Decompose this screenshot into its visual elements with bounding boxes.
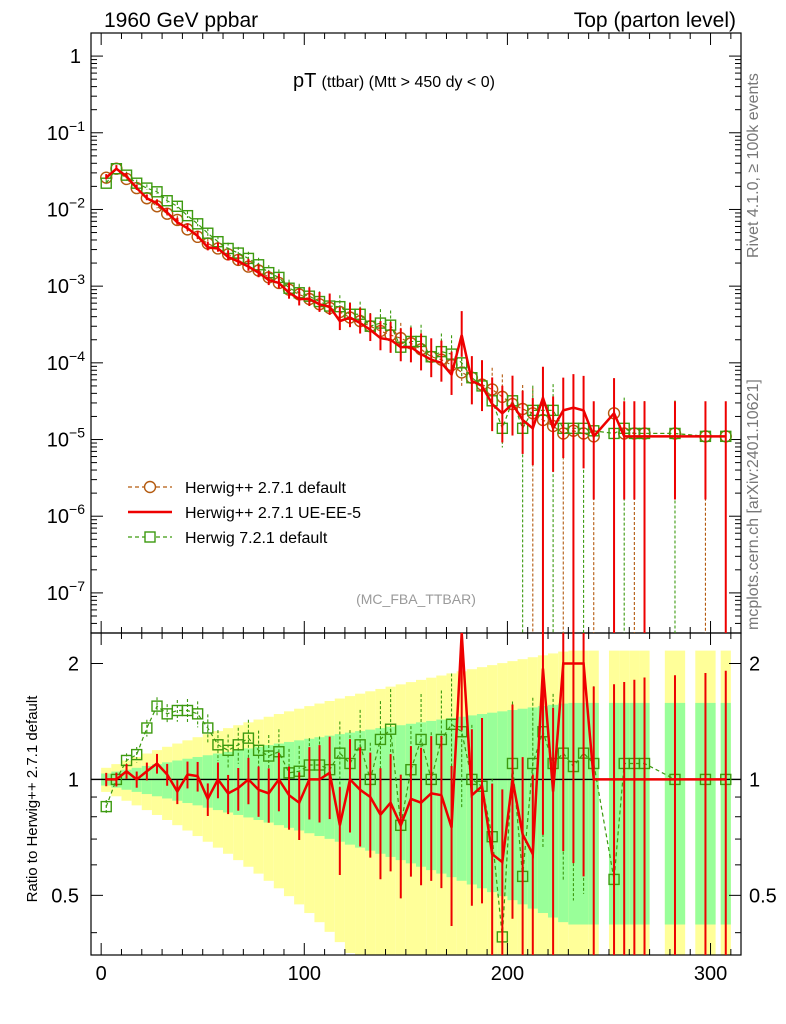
legend-marker (144, 531, 156, 543)
y-tick-label: 10−6 (47, 501, 85, 528)
ratio-y-tick-label: 0.5 (51, 885, 79, 907)
ratio-point (232, 739, 244, 751)
ratio-line (106, 632, 726, 865)
data-point (120, 169, 133, 181)
rivet-label: Rivet 4.1.0, ≥ 100k events (745, 73, 762, 258)
ratio-point (151, 700, 163, 712)
data-point (110, 163, 123, 175)
band-green (151, 764, 163, 797)
series-line (105, 167, 726, 437)
x-axis: 0 100 200 300 (96, 33, 732, 985)
data-point (181, 209, 194, 222)
legend-label: Herwig 7.2.1 default (185, 530, 328, 547)
ratio-point (191, 708, 204, 720)
y-tick-label: 1 (70, 46, 81, 68)
x-tick-label: 300 (694, 963, 727, 985)
series-line (105, 167, 726, 439)
y-tick-label: 10−2 (47, 194, 85, 221)
ratio-herwigpp-ueee5 (105, 632, 727, 955)
header-left: 1960 GeV ppbar (104, 9, 259, 32)
data-point (160, 207, 174, 220)
y-tick-label: 10−7 (47, 578, 85, 605)
ratio-y-tick-label-right: 2 (749, 653, 760, 675)
y-tick-label: 10−3 (47, 271, 85, 298)
ratio-point (334, 747, 346, 759)
x-tick-label: 100 (288, 963, 321, 985)
ratio-y-axis: 0.5 0.5 1 1 2 2 (51, 653, 777, 934)
header-right: Top (parton level) (573, 9, 736, 32)
ratio-bands (101, 650, 731, 955)
data-point (171, 200, 184, 212)
ratio-point (415, 733, 427, 746)
ratio-y-tick-label: 1 (68, 769, 79, 791)
ratio-point (100, 800, 112, 813)
mcplots-label: mcplots.cern.ch [arXiv:2401.10621] (745, 379, 762, 630)
x-tick-label: 200 (491, 963, 524, 985)
ratio-y-tick-label-right: 0.5 (749, 885, 777, 907)
data-point (191, 218, 204, 230)
x-tick-label: 0 (96, 963, 107, 985)
ratio-y-label: Ratio to Herwig++ 2.7.1 default (24, 695, 41, 903)
ratio-point (141, 722, 153, 734)
ratio-point (252, 744, 265, 757)
ratio-point (242, 732, 255, 744)
ratio-panel-frame (90, 632, 742, 956)
ratio-point (374, 733, 387, 746)
data-point (151, 186, 163, 198)
band-green (456, 716, 467, 881)
legend-label: Herwig++ 2.7.1 UE-EE-5 (185, 505, 361, 522)
y-tick-label: 10−1 (47, 118, 85, 145)
legend: Herwig++ 2.7.1 default Herwig++ 2.7.1 UE-… (128, 480, 361, 547)
main-title: pT (ttbar) (Mtt > 450 dy < 0) (293, 70, 495, 92)
ratio-y-tick-label-right: 1 (749, 769, 760, 791)
series-line (105, 167, 726, 438)
band-green (202, 755, 213, 808)
ratio-point (384, 723, 397, 735)
legend-marker (143, 480, 157, 494)
ratio-y-tick-label: 2 (68, 653, 79, 675)
main-y-axis: 1 10−1 10−2 10−3 10−4 10−5 10−6 10−7 (47, 32, 741, 634)
series-herwigpp-ueee5 (105, 165, 727, 633)
ratio-point (131, 748, 143, 761)
y-tick-label: 10−4 (47, 348, 85, 375)
y-tick-label: 10−5 (47, 425, 85, 452)
ratio-point (202, 722, 214, 734)
data-point (202, 227, 214, 239)
legend-label: Herwig++ 2.7.1 default (185, 480, 347, 497)
analysis-label: (MC_FBA_TTBAR) (356, 591, 476, 607)
